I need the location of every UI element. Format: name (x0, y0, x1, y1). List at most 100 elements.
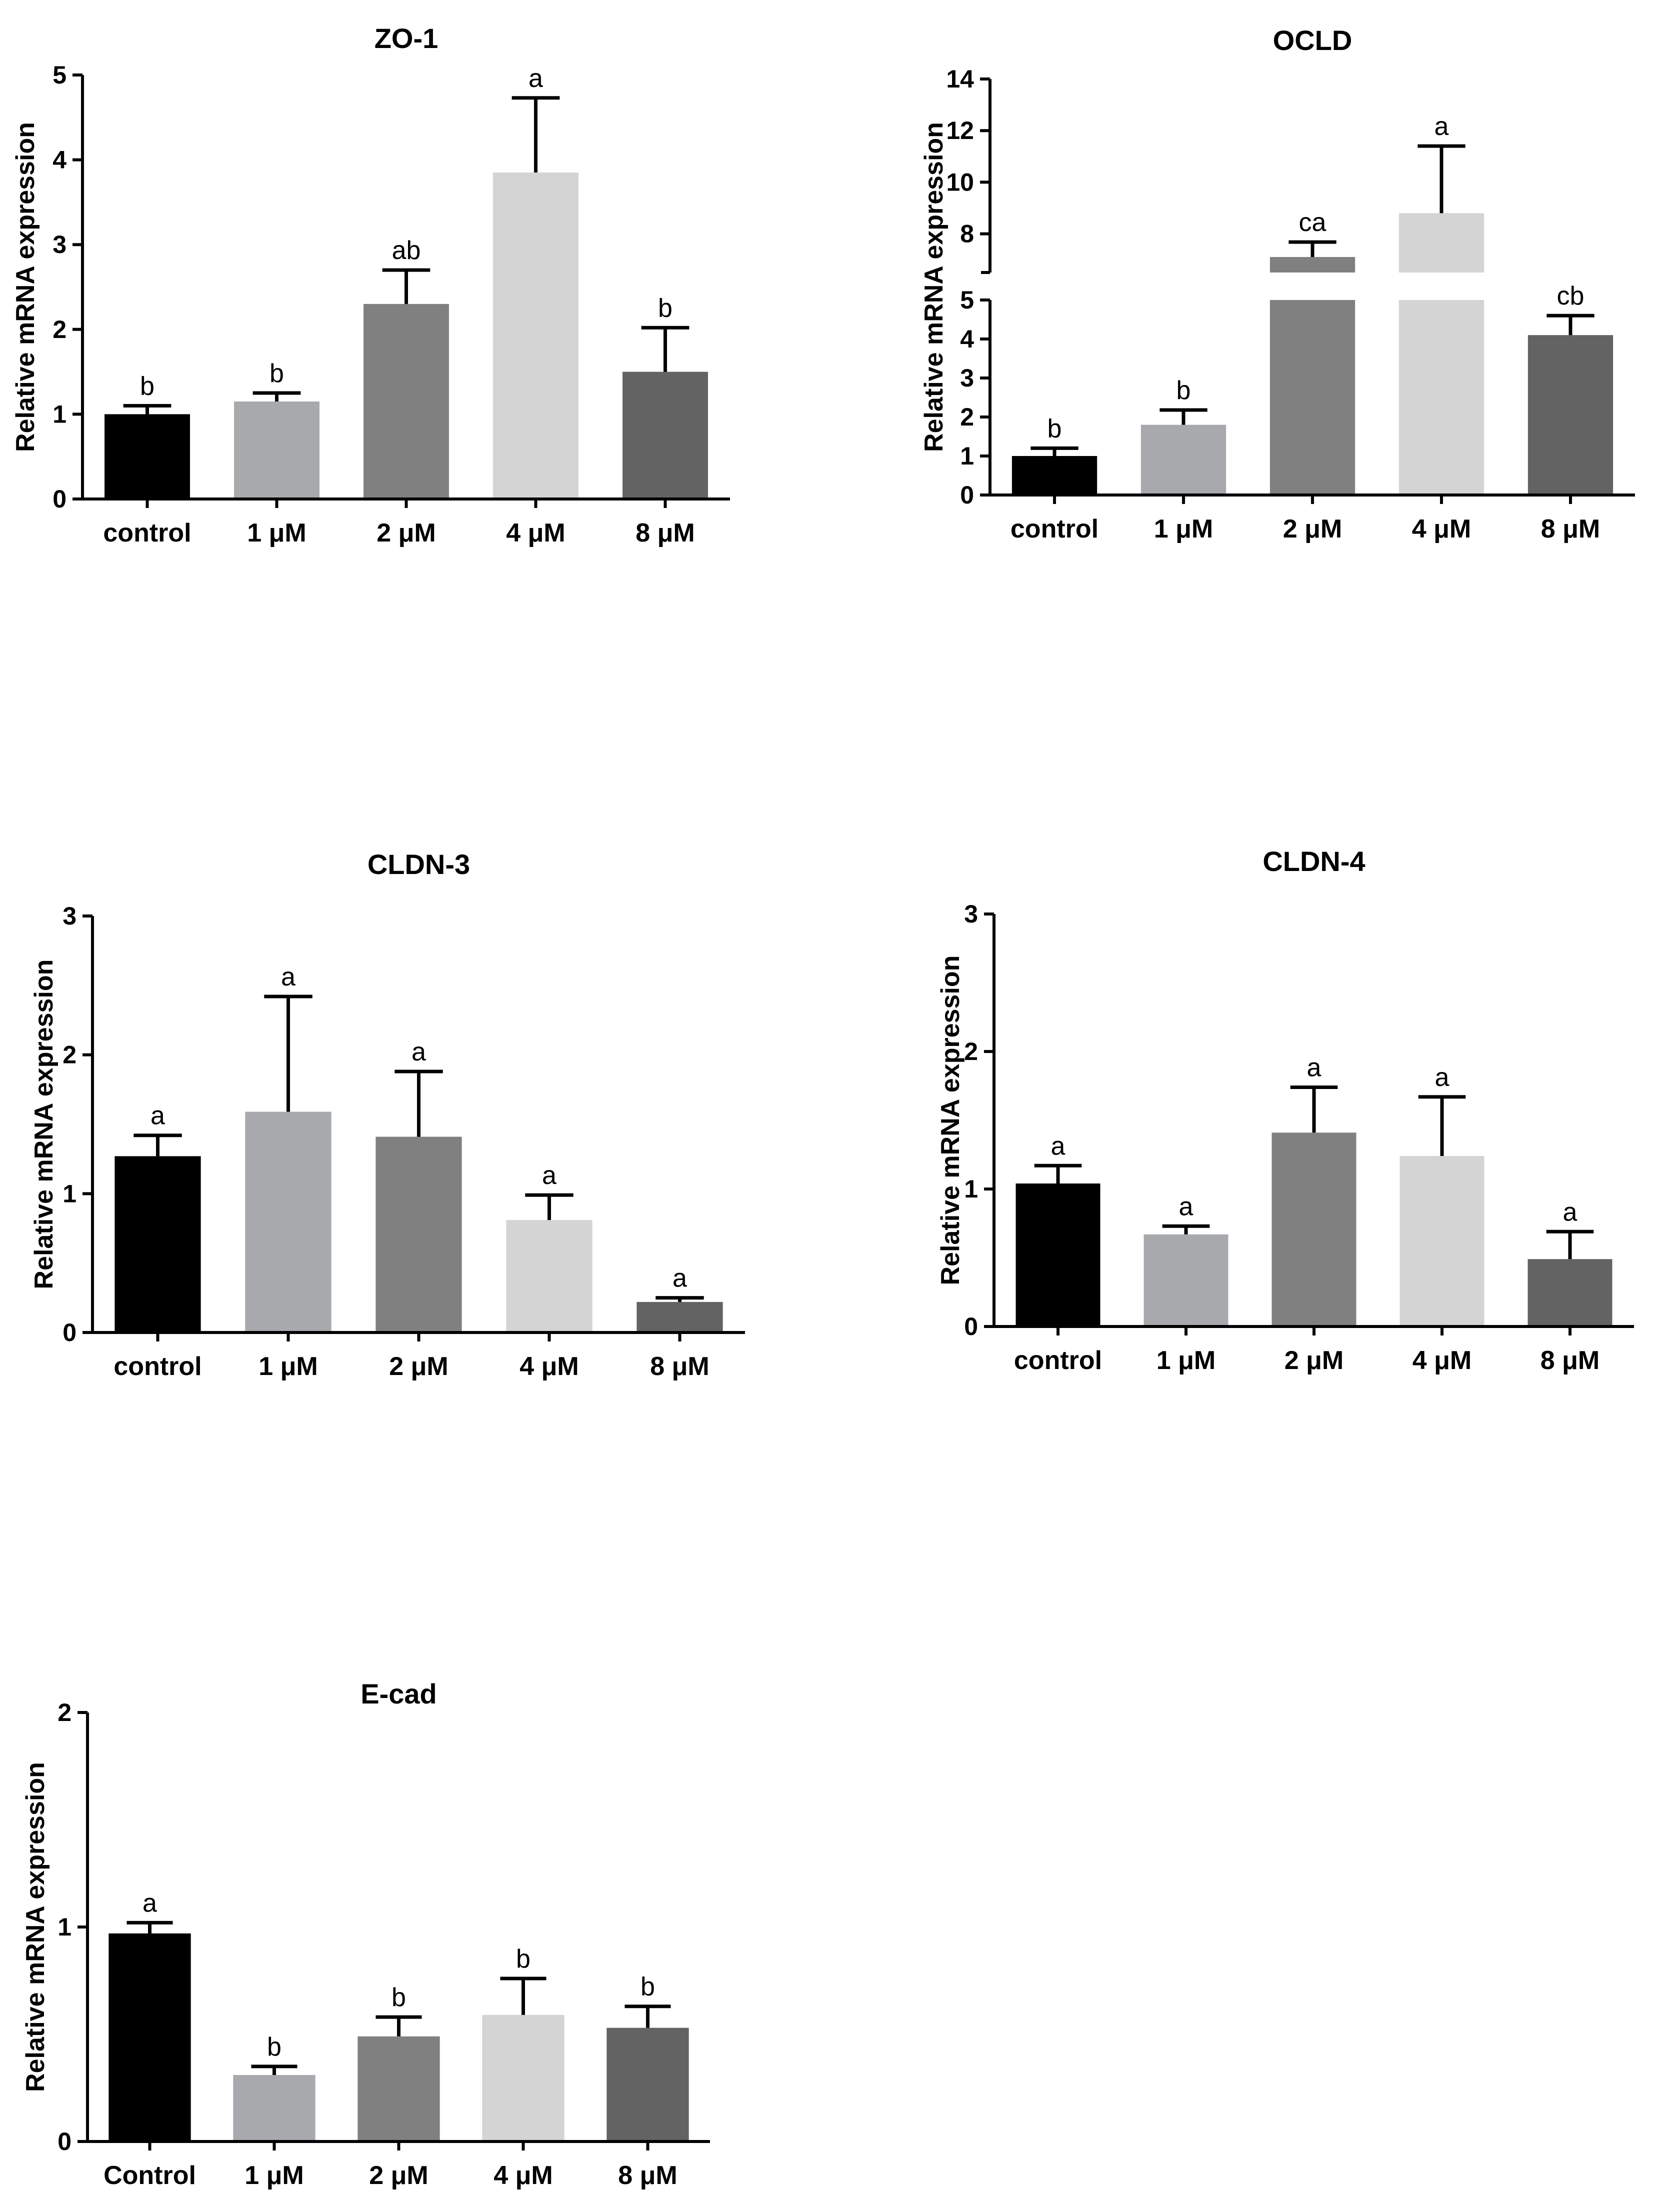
significance-letter: b (140, 372, 154, 400)
y-tick-label: 3 (62, 902, 76, 930)
y-axis-label: Relative mRNA expression (21, 1762, 50, 2092)
y-tick-label: 3 (960, 364, 974, 392)
category-label: 2 μM (1283, 514, 1342, 544)
significance-letter: a (1434, 112, 1449, 141)
category-label: 1 μM (244, 2161, 304, 2190)
significance-letter: a (142, 1888, 157, 1918)
significance-letter: b (270, 359, 284, 388)
significance-letter: b (658, 294, 672, 322)
bar (1398, 300, 1484, 495)
bar (506, 1220, 592, 1332)
category-label: 4 μM (1412, 1346, 1472, 1375)
chart-panel-4: E-cad Relative mRNA expression a Control b 1 … (21, 1678, 710, 2190)
y-tick-label: 2 (58, 1698, 72, 1726)
y-tick-label: 10 (946, 168, 974, 196)
category-label: 4 μM (1412, 514, 1472, 544)
y-axis-label: Relative mRNA expression (11, 122, 40, 452)
y-tick-label: 2 (964, 1038, 978, 1066)
y-tick-label: 3 (964, 900, 978, 928)
chart-title: CLDN-4 (1262, 846, 1365, 877)
bar (1012, 456, 1098, 495)
significance-letter: b (516, 1944, 530, 1974)
significance-letter: b (267, 2032, 282, 2062)
bar (234, 401, 320, 499)
bar (1272, 1132, 1356, 1326)
bar (1270, 300, 1356, 495)
y-tick-label: 4 (960, 325, 974, 353)
significance-letter: a (1051, 1132, 1066, 1160)
category-label: control (1014, 1346, 1102, 1375)
y-tick-label: 5 (960, 286, 974, 314)
bar (636, 1302, 723, 1332)
category-label: 8 μM (650, 1352, 710, 1381)
category-label: 8 μM (636, 518, 695, 548)
significance-letter: a (528, 64, 543, 93)
significance-letter: cb (1557, 282, 1584, 310)
y-tick-label: 0 (58, 2128, 72, 2156)
significance-letter: ab (392, 236, 421, 265)
significance-letter: a (150, 1102, 165, 1130)
category-label: 1 μM (247, 518, 306, 548)
y-tick-label: 12 (946, 116, 974, 144)
y-axis-label: Relative mRNA expression (30, 960, 58, 1290)
significance-letter: b (392, 1983, 406, 2012)
category-label: 1 μM (1156, 1346, 1216, 1375)
significance-letter: a (672, 1264, 687, 1293)
chart-panel-1: OCLD Relative mRNA expression b control b 1 μ… (920, 24, 1635, 544)
chart-panel-0: ZO-1 Relative mRNA expression b control b 1 μ… (11, 22, 730, 548)
bar-upper-segment (1398, 213, 1484, 272)
chart-panel-2: CLDN-3 Relative mRNA expression a control a 1… (30, 848, 745, 1381)
y-tick-label: 1 (58, 1913, 72, 1941)
y-tick-label: 0 (52, 485, 66, 513)
chart-panel-3: CLDN-4 Relative mRNA expression a control a 1… (936, 846, 1634, 1375)
category-label: 8 μM (1540, 1346, 1600, 1375)
category-label: control (114, 1352, 202, 1381)
y-tick-label: 4 (52, 146, 66, 174)
significance-letter: b (1176, 376, 1191, 405)
bar (1528, 1259, 1612, 1326)
category-label: Control (104, 2161, 196, 2190)
y-tick-label: 0 (960, 481, 974, 509)
category-label: 8 μM (1541, 514, 1600, 544)
significance-letter: a (1435, 1063, 1450, 1092)
category-label: 4 μM (520, 1352, 579, 1381)
bar (245, 1112, 332, 1332)
category-label: control (103, 518, 191, 548)
bar (114, 1156, 201, 1332)
category-label: control (1010, 514, 1098, 544)
bar (493, 172, 578, 499)
bar (358, 2036, 440, 2142)
bar (108, 1933, 191, 2142)
bar (233, 2075, 316, 2142)
y-tick-label: 8 (960, 220, 974, 248)
significance-letter: a (542, 1161, 556, 1190)
bar (1400, 1156, 1484, 1326)
bar (1016, 1184, 1100, 1326)
bar (1528, 335, 1614, 495)
category-label: 2 μM (389, 1352, 448, 1381)
bar (1140, 424, 1226, 495)
category-label: 2 μM (1284, 1346, 1344, 1375)
bar (1144, 1234, 1228, 1326)
y-tick-label: 1 (62, 1180, 76, 1208)
bar (482, 2014, 564, 2142)
y-tick-label: 1 (964, 1175, 978, 1203)
y-axis-label: Relative mRNA expression (936, 956, 965, 1286)
category-label: 2 μM (369, 2161, 428, 2190)
significance-letter: b (1048, 414, 1062, 443)
y-tick-label: 2 (52, 316, 66, 344)
category-label: 4 μM (494, 2161, 553, 2190)
chart-title: ZO-1 (374, 22, 438, 54)
significance-letter: a (1563, 1198, 1578, 1226)
significance-letter: a (1179, 1192, 1194, 1221)
bar (104, 414, 190, 499)
y-axis-label: Relative mRNA expression (920, 122, 948, 452)
category-label: 1 μM (1154, 514, 1214, 544)
significance-letter: a (412, 1038, 426, 1066)
y-tick-label: 2 (960, 403, 974, 431)
bar-upper-segment (1270, 257, 1356, 272)
category-label: 8 μM (618, 2161, 678, 2190)
bar (376, 1136, 462, 1332)
y-tick-label: 1 (52, 400, 66, 428)
